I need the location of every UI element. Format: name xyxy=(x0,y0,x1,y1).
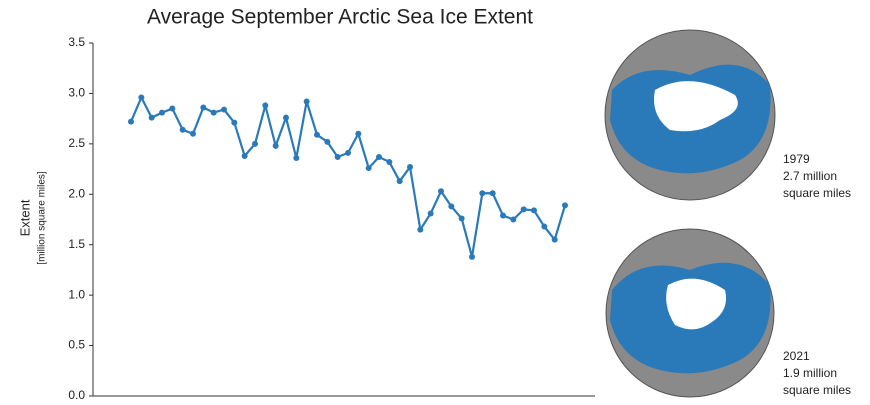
map-caption: square miles xyxy=(783,186,851,200)
y-tick-label: 3.5 xyxy=(68,35,85,49)
y-tick-label: 0.0 xyxy=(68,388,85,400)
y-tick-label: 2.0 xyxy=(68,186,85,200)
point xyxy=(396,178,403,185)
point xyxy=(324,138,331,145)
point xyxy=(241,152,248,159)
point xyxy=(386,159,393,166)
map-caption: 2.7 million xyxy=(783,169,837,183)
y-axis-sublabel: [million square miles] xyxy=(37,171,48,265)
point xyxy=(314,131,320,138)
point xyxy=(138,94,145,101)
point xyxy=(262,102,269,109)
point xyxy=(303,98,310,105)
point xyxy=(376,153,382,160)
point xyxy=(365,165,372,172)
map-ice xyxy=(654,81,738,132)
point xyxy=(541,223,548,230)
point xyxy=(458,215,465,222)
point xyxy=(489,190,496,197)
y-tick-label: 1.0 xyxy=(68,287,85,301)
map-ice xyxy=(666,278,727,330)
point xyxy=(345,149,351,156)
point xyxy=(479,190,486,197)
map-2021 xyxy=(605,228,775,398)
point xyxy=(438,188,444,195)
point xyxy=(448,203,455,210)
point xyxy=(293,154,300,161)
map-caption: 1.9 million xyxy=(783,366,837,380)
map-caption: 1979 xyxy=(783,152,810,166)
point xyxy=(148,114,155,121)
chart-title: Average September Arctic Sea Ice Extent xyxy=(147,6,533,29)
point xyxy=(355,130,362,137)
point xyxy=(531,207,537,214)
y-tick-label: 2.5 xyxy=(68,136,85,150)
point xyxy=(520,206,527,213)
point xyxy=(221,106,227,113)
point xyxy=(417,226,424,233)
point xyxy=(407,164,413,171)
map-caption: 2021 xyxy=(783,349,810,363)
point xyxy=(159,109,165,116)
point xyxy=(179,126,186,133)
point xyxy=(252,140,258,147)
point xyxy=(231,119,238,126)
y-axis-label: Extent xyxy=(17,199,32,236)
point xyxy=(128,118,134,125)
point xyxy=(334,153,341,160)
point xyxy=(200,104,207,111)
y-tick-label: 1.5 xyxy=(68,237,85,251)
point xyxy=(562,202,568,209)
series-line xyxy=(129,94,567,258)
point xyxy=(510,216,517,223)
point xyxy=(500,212,506,219)
map-1979 xyxy=(604,29,776,201)
point xyxy=(272,142,279,149)
point xyxy=(551,236,558,243)
point xyxy=(169,105,176,112)
point xyxy=(427,210,434,217)
point xyxy=(469,253,475,260)
map-caption: square miles xyxy=(783,383,851,397)
y-tick-label: 3.0 xyxy=(68,86,85,100)
y-tick-label: 0.5 xyxy=(68,338,85,352)
point xyxy=(210,109,217,116)
point xyxy=(283,114,289,121)
point xyxy=(190,130,196,137)
